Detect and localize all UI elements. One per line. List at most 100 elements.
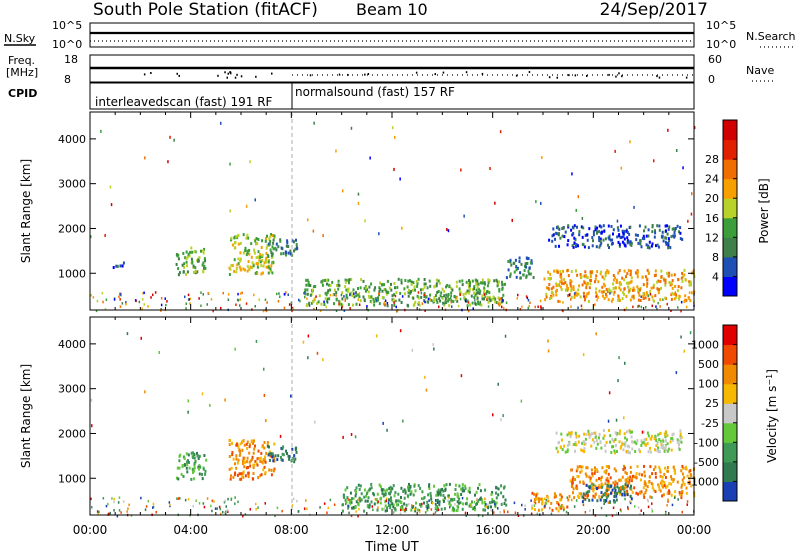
data-point (502, 293, 505, 297)
data-point (485, 292, 488, 296)
data-point (447, 499, 449, 502)
data-point (187, 252, 190, 256)
data-point (443, 496, 446, 500)
data-point (641, 430, 644, 434)
data-point (626, 231, 629, 234)
data-point (673, 273, 676, 277)
data-point (323, 303, 326, 306)
data-point (556, 450, 559, 454)
data-point (201, 263, 204, 267)
data-point (184, 295, 186, 299)
data-point (629, 242, 632, 246)
data-point (410, 490, 413, 494)
data-point (228, 455, 231, 458)
data-point (484, 504, 487, 508)
data-point (178, 271, 181, 275)
data-point (141, 307, 143, 310)
data-point (268, 458, 271, 462)
data-point (450, 296, 452, 300)
data-point (620, 478, 623, 482)
data-point (559, 300, 561, 303)
data-point (198, 256, 201, 260)
data-point (544, 298, 547, 302)
data-point (575, 208, 577, 212)
data-point (580, 495, 583, 499)
data-point (107, 502, 109, 506)
data-point (645, 306, 647, 309)
data-point (233, 235, 236, 239)
data-point (333, 288, 336, 292)
data-point (263, 367, 265, 371)
data-point (105, 298, 108, 301)
data-point (559, 280, 562, 284)
data-point (598, 245, 601, 249)
data-point (104, 234, 106, 237)
data-point (378, 292, 380, 296)
data-point (212, 309, 214, 313)
cpid-strip-frame (89, 82, 695, 110)
data-point (381, 289, 384, 293)
data-point (285, 291, 287, 294)
data-point (601, 483, 604, 487)
data-point (453, 498, 456, 501)
data-point (501, 287, 504, 291)
data-point (351, 506, 354, 510)
colorbar-tick-label: 4 (712, 270, 719, 283)
data-point (410, 280, 413, 284)
data-point (603, 434, 606, 438)
data-point (562, 309, 564, 313)
data-point (677, 446, 680, 450)
data-point (235, 235, 238, 239)
data-point (358, 496, 361, 500)
data-point (98, 510, 100, 514)
data-point (559, 275, 562, 278)
data-point (651, 510, 654, 513)
data-point (524, 508, 526, 511)
data-point (370, 486, 373, 490)
data-point (451, 288, 454, 292)
data-point (630, 276, 633, 280)
data-point (622, 468, 625, 471)
data-point (403, 508, 406, 512)
data-point (358, 295, 361, 299)
data-point (400, 486, 403, 490)
data-point (627, 480, 630, 484)
data-point (476, 296, 479, 300)
data-point (239, 292, 242, 295)
data-point (660, 443, 663, 447)
data-point (355, 500, 358, 504)
data-point (620, 509, 622, 513)
data-point (651, 486, 654, 490)
data-point (259, 474, 262, 478)
data-point (513, 501, 516, 505)
data-point (279, 434, 282, 438)
data-point (690, 291, 693, 295)
data-point (689, 472, 692, 476)
data-point (659, 474, 662, 478)
data-point (613, 500, 616, 504)
data-point (627, 444, 629, 448)
data-point (423, 293, 425, 296)
data-point (276, 506, 279, 510)
data-point (531, 491, 534, 495)
data-point (588, 486, 591, 490)
data-point (219, 507, 222, 511)
data-point (113, 500, 115, 504)
data-point (629, 500, 631, 504)
data-point (671, 291, 674, 295)
data-point (143, 291, 145, 294)
data-point (281, 458, 284, 462)
data-point (459, 501, 462, 505)
velocity-ylabel: Slant Range [km] (19, 364, 33, 468)
data-point (636, 439, 639, 443)
data-point (609, 238, 612, 242)
data-point (423, 294, 426, 298)
data-point (458, 497, 461, 501)
data-point (341, 503, 343, 507)
data-point (547, 349, 550, 353)
data-point (203, 257, 206, 261)
data-point (566, 433, 569, 437)
data-point (557, 226, 560, 230)
data-point (335, 298, 338, 302)
data-point (601, 495, 604, 499)
